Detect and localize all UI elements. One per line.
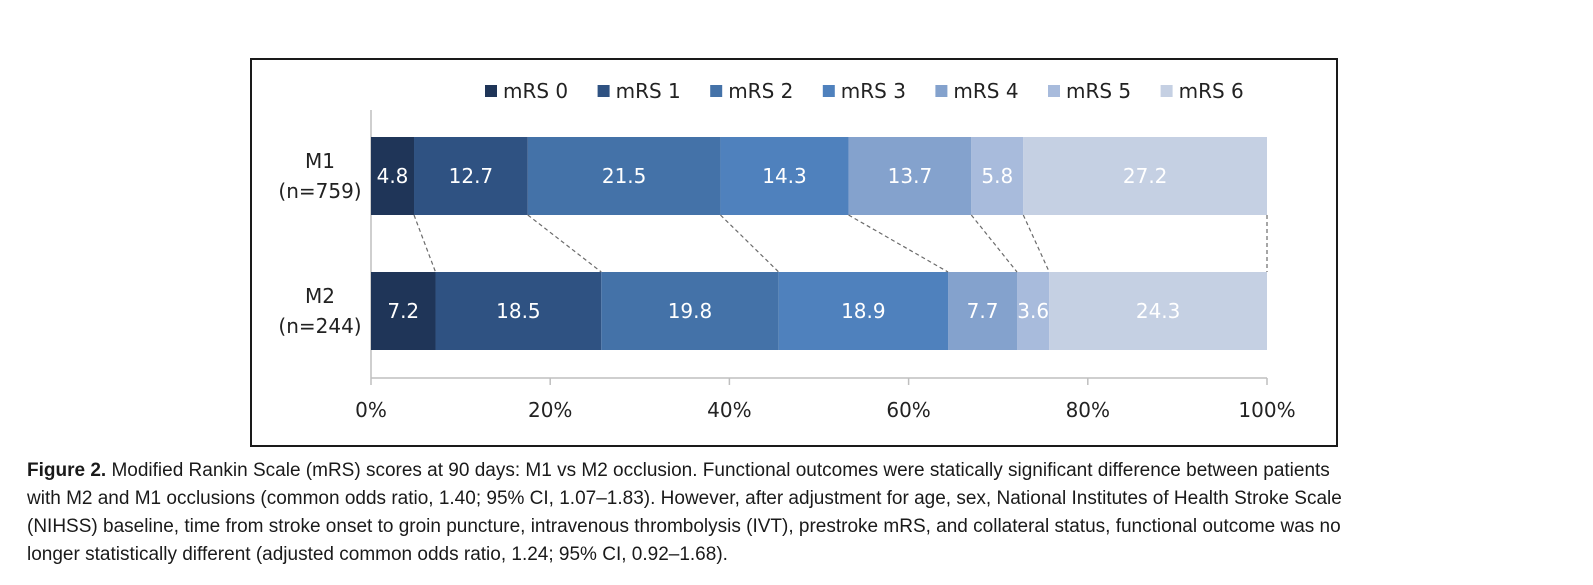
bar-segment	[371, 272, 436, 350]
legend-swatch	[1160, 85, 1173, 97]
x-tick-label: 60%	[886, 398, 930, 422]
legend-swatch	[935, 85, 948, 97]
legend-entry: mRS 5	[1066, 79, 1131, 103]
data-label: 27.2	[1123, 164, 1168, 188]
x-tick-label: 20%	[528, 398, 572, 422]
connector-line	[848, 214, 949, 273]
legend-swatch	[597, 85, 610, 97]
legend-entry: mRS 1	[616, 79, 681, 103]
bar-segment	[371, 137, 415, 215]
data-label: 7.2	[387, 299, 419, 323]
connector-line	[413, 214, 437, 273]
data-label: 3.6	[1017, 299, 1049, 323]
bar-segment	[527, 137, 721, 215]
data-label: 13.7	[888, 164, 933, 188]
x-tick-label: 0%	[355, 398, 387, 422]
bar-segment	[1023, 137, 1267, 215]
data-label: 18.9	[841, 299, 886, 323]
bar-segment	[948, 272, 1018, 350]
caption-line-1: Modified Rankin Scale (mRS) scores at 90…	[106, 460, 1330, 481]
legend-entry: mRS 6	[1179, 79, 1244, 103]
bar-segment	[1017, 272, 1050, 350]
bar-segment	[848, 137, 972, 215]
legend-swatch	[1048, 85, 1060, 97]
data-label: 4.8	[377, 164, 409, 188]
legend-swatch	[822, 85, 835, 97]
bar-segment	[435, 272, 602, 350]
bar-segment	[971, 137, 1024, 215]
legend-entry: mRS 0	[503, 79, 568, 103]
caption-line-2: with M2 and M1 occlusions (common odds r…	[27, 488, 1342, 509]
data-label: 7.7	[967, 299, 999, 323]
bar-segment	[778, 272, 949, 350]
connector-line	[527, 214, 602, 273]
data-label: 18.5	[496, 299, 541, 323]
chart-frame: 0% 20% 40% 60% 80% 100% M1 (n=759) M2 (n=244) 4.8 1…	[250, 58, 1338, 447]
legend-swatch	[485, 85, 497, 97]
data-label: 5.8	[981, 164, 1013, 188]
x-tick-label: 40%	[707, 398, 751, 422]
legend-entry: mRS 3	[841, 79, 906, 103]
bar-segment	[720, 137, 849, 215]
category-label: M2 (n=244)	[278, 284, 361, 338]
figure-caption: Figure 2. Modified Rankin Scale (mRS) sc…	[27, 457, 1572, 569]
x-tick-label: 80%	[1066, 398, 1110, 422]
legend-entry: mRS 4	[953, 79, 1018, 103]
legend-swatch	[710, 85, 723, 97]
data-label: 24.3	[1136, 299, 1181, 323]
connector-line	[1022, 214, 1050, 273]
data-label: 14.3	[762, 164, 807, 188]
data-label: 12.7	[449, 164, 494, 188]
legend-entry: mRS 2	[728, 79, 793, 103]
x-tick-label: 100%	[1238, 398, 1295, 422]
data-label: 19.8	[668, 299, 713, 323]
connector-line	[970, 214, 1018, 273]
bar-segment	[1049, 272, 1267, 350]
caption-line-4: longer statistically different (adjusted…	[27, 544, 728, 565]
stacked-bar-chart: 0% 20% 40% 60% 80% 100% M1 (n=759) M2 (n=244) 4.8 1…	[278, 79, 1295, 422]
connector-line	[720, 214, 780, 273]
caption-line-3: (NIHSS) baseline, time from stroke onset…	[27, 516, 1341, 537]
category-label: M1 (n=759)	[278, 149, 361, 203]
bar-segment	[601, 272, 779, 350]
bar-segment	[414, 137, 528, 215]
caption-label: Figure 2.	[27, 460, 107, 481]
data-label: 21.5	[602, 164, 647, 188]
